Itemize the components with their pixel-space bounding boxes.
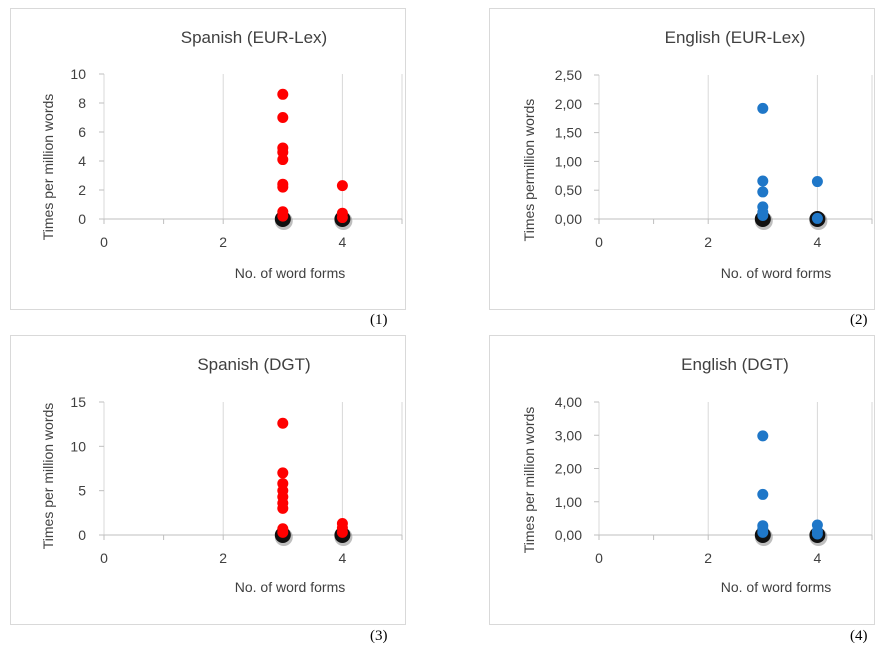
- figure-caption-4: (4): [850, 628, 868, 644]
- x-tick-label: 2: [219, 234, 227, 250]
- y-tick-label: 1,00: [555, 153, 582, 169]
- y-tick-label: 10: [70, 438, 86, 454]
- data-point: [277, 112, 289, 123]
- data-point: [277, 502, 289, 514]
- chart-frame-3: [10, 335, 406, 625]
- data-point: [757, 210, 769, 222]
- data-point: [336, 180, 348, 192]
- figure-caption-2: (2): [850, 312, 868, 328]
- y-tick-label: 4: [78, 153, 86, 169]
- y-tick-label: 5: [78, 483, 86, 499]
- x-tick-label: 4: [339, 234, 347, 250]
- figure-caption-3: (3): [370, 628, 388, 644]
- y-axis-label: Times per million words: [521, 407, 537, 554]
- y-tick-label: 1,00: [555, 494, 582, 510]
- y-tick-label: 6: [78, 124, 86, 140]
- data-point: [277, 181, 289, 193]
- data-point: [811, 528, 823, 540]
- y-tick-label: 0: [78, 527, 86, 543]
- y-tick-label: 0: [78, 211, 86, 227]
- y-tick-label: 1,50: [555, 125, 582, 141]
- data-point: [277, 210, 289, 222]
- x-tick-label: 4: [814, 234, 822, 250]
- y-tick-label: 2,00: [555, 461, 582, 477]
- data-point: [277, 526, 289, 538]
- data-point: [277, 467, 289, 479]
- x-tick-label: 0: [595, 234, 603, 250]
- x-axis-label: No. of word forms: [721, 579, 831, 595]
- chart-frame-4: [489, 335, 875, 625]
- chart-frame-2: [489, 8, 875, 310]
- x-axis-label: No. of word forms: [235, 265, 345, 281]
- x-tick-label: 0: [100, 550, 108, 566]
- x-tick-label: 2: [704, 234, 712, 250]
- chart-title: English (EUR-Lex): [665, 28, 806, 47]
- y-tick-label: 8: [78, 95, 86, 111]
- figure-caption-1: (1): [370, 312, 388, 328]
- y-tick-label: 3,00: [555, 427, 582, 443]
- data-point: [277, 417, 289, 429]
- x-tick-label: 0: [595, 550, 603, 566]
- y-tick-label: 0,50: [555, 182, 582, 198]
- y-tick-label: 0,00: [555, 211, 582, 227]
- y-tick-label: 2,50: [555, 67, 582, 83]
- x-axis-label: No. of word forms: [235, 579, 345, 595]
- y-tick-label: 2,00: [555, 96, 582, 112]
- data-point: [277, 154, 289, 166]
- y-tick-label: 0,00: [555, 527, 582, 543]
- data-point: [757, 186, 769, 198]
- x-tick-label: 0: [100, 234, 108, 250]
- data-point: [757, 102, 769, 114]
- data-point: [757, 526, 769, 538]
- y-axis-label: Times per million words: [40, 94, 56, 241]
- x-tick-label: 4: [339, 550, 347, 566]
- y-tick-label: 4,00: [555, 394, 582, 410]
- x-axis-label: No. of word forms: [721, 265, 831, 281]
- chart-title: Spanish (DGT): [197, 355, 310, 374]
- chart-frame-1: [10, 8, 406, 310]
- x-tick-label: 2: [704, 550, 712, 566]
- y-axis-label: Times permillion words: [521, 99, 537, 242]
- y-axis-label: Times per million words: [40, 403, 56, 550]
- data-point: [757, 488, 769, 500]
- data-point: [757, 175, 769, 187]
- data-point: [757, 430, 769, 442]
- y-tick-label: 10: [70, 66, 86, 82]
- data-point: [277, 88, 289, 100]
- y-tick-label: 2: [78, 182, 86, 198]
- y-tick-label: 15: [70, 394, 86, 410]
- data-point: [811, 212, 823, 224]
- data-point: [336, 212, 348, 224]
- chart-title: Spanish (EUR-Lex): [181, 28, 327, 47]
- x-tick-label: 2: [219, 550, 227, 566]
- data-point: [811, 176, 823, 188]
- data-point: [336, 526, 348, 538]
- x-tick-label: 4: [814, 550, 822, 566]
- chart-title: English (DGT): [681, 355, 789, 374]
